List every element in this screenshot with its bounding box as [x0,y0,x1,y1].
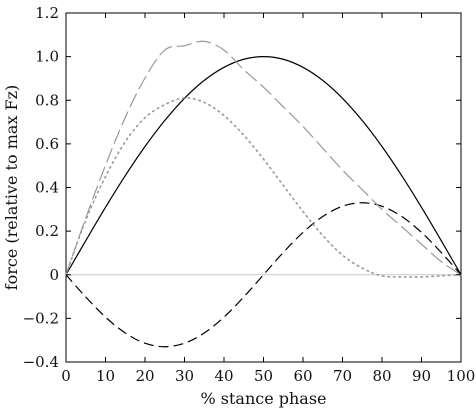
x-tick-label: 80 [372,367,391,385]
series-line-3-long-dash [65,40,462,276]
x-tick-label: 0 [61,367,71,385]
x-tick-label: 90 [412,367,431,385]
x-tick-labels: 0 10 20 30 40 50 60 70 80 90 100 [61,367,475,385]
y-tick-label: 1.0 [35,48,59,66]
x-tick-label: 40 [214,367,233,385]
x-tick-label: 10 [96,367,115,385]
y-tick-label: −0.2 [23,309,59,327]
x-tick-label: 20 [135,367,154,385]
series-line-1-solid [65,56,462,276]
x-tick-label: 50 [254,367,273,385]
y-tick-label: −0.4 [23,353,59,371]
axis-ticks [65,12,462,363]
x-tick-label: 70 [333,367,352,385]
x-tick-label: 100 [447,367,476,385]
y-tick-label: 0.6 [35,135,59,153]
y-tick-label: 0.2 [35,222,59,240]
y-tick-labels: −0.4 −0.2 0 0.2 0.4 0.6 0.8 1.0 1.2 [23,4,59,371]
plot-border [65,12,462,363]
y-tick-label: 0 [49,266,59,284]
y-tick-label: 1.2 [35,4,59,22]
series-line-4-dotted [65,97,462,278]
series-group [65,40,462,348]
x-axis-title: % stance phase [200,389,326,408]
x-tick-label: 60 [293,367,312,385]
y-tick-label: 0.8 [35,91,59,109]
y-tick-label: 0.4 [35,179,59,197]
x-tick-label: 30 [175,367,194,385]
series-line-2-dashed [65,202,462,348]
y-axis-title: force (relative to max Fz) [2,85,21,291]
plot-area [65,12,462,363]
